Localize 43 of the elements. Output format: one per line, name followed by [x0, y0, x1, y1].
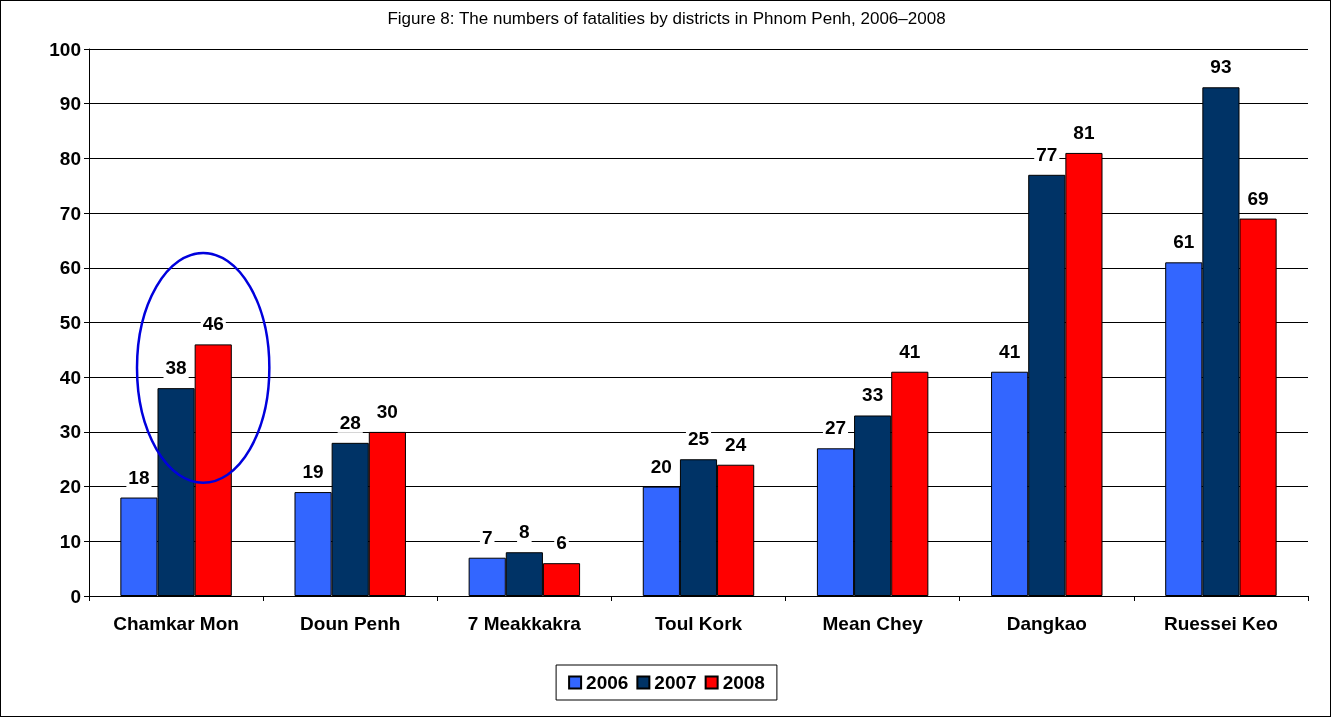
x-tick-label: Doun Penh — [300, 613, 401, 634]
x-tick-label: Dangkao — [1006, 613, 1087, 634]
x-tick-label: Ruessei Keo — [1163, 613, 1278, 634]
data-label: 19 — [302, 461, 324, 483]
legend-label: 2008 — [722, 672, 765, 693]
x-tick-label: Mean Chey — [822, 613, 924, 634]
y-tick-label: 100 — [49, 38, 81, 60]
data-label: 30 — [376, 400, 398, 422]
legend-label: 2006 — [586, 672, 629, 693]
data-label: 27 — [824, 417, 847, 439]
data-label: 69 — [1247, 187, 1269, 209]
data-label: 46 — [202, 313, 224, 335]
data-label: 25 — [687, 428, 710, 450]
y-tick-label: 70 — [59, 202, 81, 224]
y-tick-label: 10 — [59, 530, 81, 552]
data-label: 28 — [339, 411, 361, 433]
data-label: 41 — [999, 340, 1021, 362]
y-tick-label: 40 — [59, 366, 81, 388]
data-label: 33 — [862, 384, 884, 406]
data-label: 38 — [165, 357, 187, 379]
y-tick-label: 50 — [59, 312, 81, 333]
data-label: 8 — [519, 521, 530, 543]
x-tick-label: 7 Meakkakra — [467, 613, 582, 634]
data-label: 6 — [556, 532, 567, 554]
y-tick-label: 0 — [70, 585, 81, 607]
legend-label: 2007 — [654, 672, 697, 693]
x-tick-label: Chamkar Mon — [113, 613, 239, 634]
data-label: 81 — [1073, 121, 1095, 143]
data-label: 7 — [481, 526, 493, 548]
y-tick-label: 20 — [59, 476, 81, 498]
y-tick-label: 60 — [59, 257, 81, 279]
data-label: 61 — [1173, 231, 1195, 253]
y-tick-label: 90 — [59, 93, 81, 115]
y-tick-label: 80 — [59, 147, 81, 169]
data-label: 77 — [1036, 143, 1058, 165]
x-tick-label: Toul Kork — [654, 613, 743, 634]
chart-title: Figure 8: The numbers of fatalities by districts in Phnom Penh, 2006–2008 — [387, 9, 946, 28]
data-label: 24 — [725, 433, 747, 455]
y-tick-label: 30 — [59, 421, 81, 443]
data-label: 20 — [650, 455, 672, 477]
data-label: 93 — [1210, 56, 1232, 78]
data-label: 41 — [899, 340, 921, 362]
data-label: 18 — [128, 466, 150, 488]
